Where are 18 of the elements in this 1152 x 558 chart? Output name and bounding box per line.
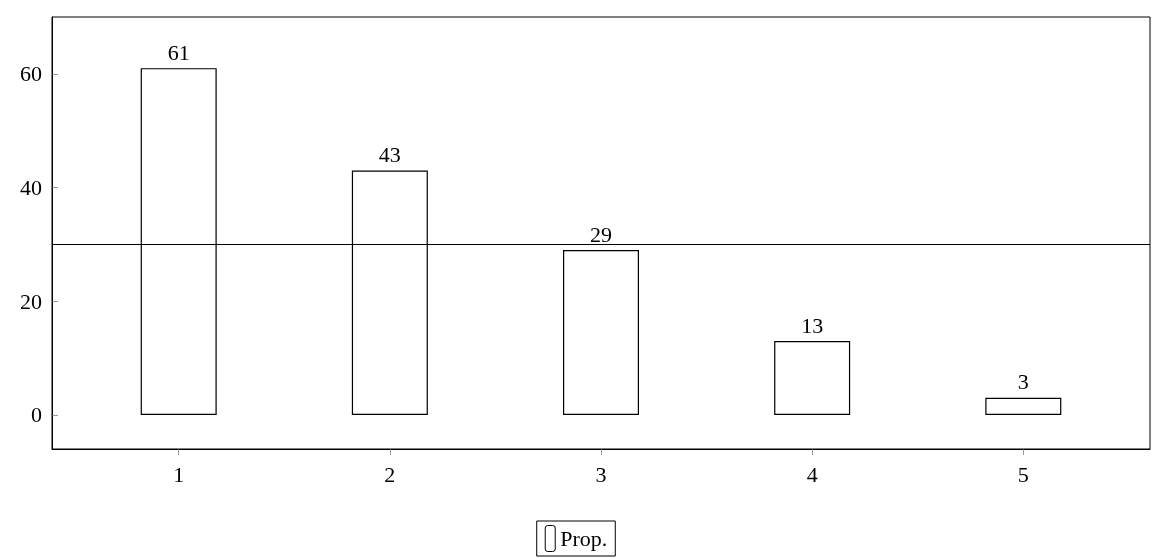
y-tick-label: 20 (20, 288, 42, 314)
y-tick-label: 0 (31, 402, 42, 428)
x-tick-label: 2 (384, 461, 396, 487)
x-tick-label: 1 (173, 461, 185, 487)
bar (774, 341, 851, 415)
y-tick-label: 40 (20, 175, 42, 201)
data-label: 29 (590, 221, 612, 247)
data-label: 61 (167, 39, 190, 65)
bar (985, 397, 1062, 415)
x-tick-label: 5 (1017, 461, 1029, 487)
x-tick-label: 3 (595, 461, 607, 487)
data-label: 3 (1017, 369, 1029, 395)
bar (563, 250, 639, 415)
data-label: 13 (801, 312, 824, 338)
legend-label: Prop. (560, 526, 608, 551)
y-tick-label: 60 (20, 61, 42, 87)
data-label: 43 (378, 141, 401, 167)
x-tick-label: 4 (806, 461, 818, 487)
